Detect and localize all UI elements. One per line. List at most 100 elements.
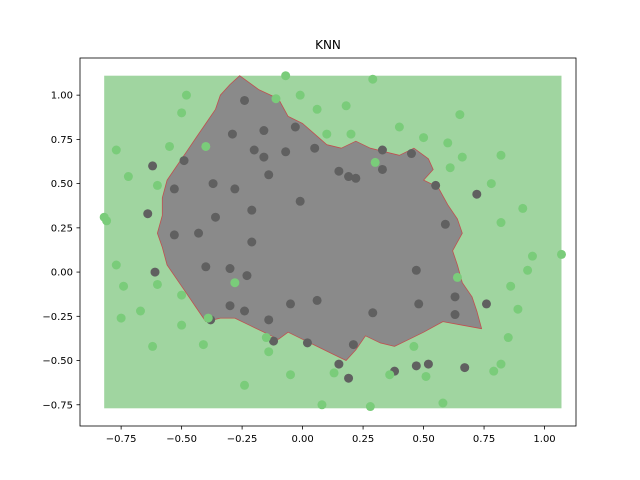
y-tick-label: −0.50 — [42, 356, 73, 367]
scatter-point — [230, 278, 240, 288]
scatter-point — [264, 315, 274, 325]
scatter-point — [406, 149, 416, 159]
scatter-point — [411, 361, 421, 371]
scatter-point — [135, 306, 145, 316]
scatter-point — [414, 299, 424, 309]
scatter-point — [240, 95, 250, 105]
scatter-point — [445, 163, 455, 173]
scatter-point — [496, 218, 506, 228]
scatter-point — [123, 172, 133, 182]
scatter-point — [169, 184, 179, 194]
scatter-point — [264, 347, 274, 357]
scatter-point — [290, 122, 300, 132]
scatter-point — [419, 133, 429, 143]
scatter-point — [285, 299, 295, 309]
scatter-point — [486, 179, 496, 189]
scatter-point — [198, 340, 208, 350]
scatter-point — [210, 212, 220, 222]
scatter-point — [249, 145, 259, 155]
scatter-point — [334, 166, 344, 176]
scatter-point — [317, 400, 327, 410]
scatter-point — [240, 306, 250, 316]
scatter-point — [150, 267, 160, 277]
x-tick-label: 0.50 — [412, 434, 434, 445]
y-tick-label: 0.00 — [51, 268, 73, 279]
scatter-point — [247, 237, 257, 247]
y-tick-label: 1.00 — [51, 91, 73, 102]
scatter-point — [177, 108, 187, 118]
scatter-point — [230, 184, 240, 194]
x-tick-label: −0.75 — [106, 434, 137, 445]
scatter-point — [247, 205, 257, 215]
scatter-point — [259, 126, 269, 136]
scatter-point — [377, 145, 387, 155]
scatter-point — [411, 265, 421, 275]
axes-frame — [79, 57, 577, 427]
x-tick-label: 1.00 — [533, 434, 555, 445]
scatter-point — [111, 260, 121, 270]
scatter-point — [194, 228, 204, 238]
scatter-point — [368, 308, 378, 318]
scatter-point — [452, 272, 462, 282]
chart-title: KNN — [315, 38, 341, 52]
scatter-point — [225, 264, 235, 274]
scatter-point — [506, 281, 516, 291]
scatter-point — [152, 279, 162, 289]
x-tick-label: 0.25 — [352, 434, 374, 445]
scatter-point — [119, 281, 129, 291]
scatter-point — [201, 141, 211, 151]
scatter-point — [177, 290, 187, 300]
scatter-point — [385, 370, 395, 380]
scatter-point — [496, 359, 506, 369]
scatter-point — [181, 90, 191, 100]
scatter-point — [344, 373, 354, 383]
scatter-point — [240, 380, 250, 390]
scatter-point — [295, 196, 305, 206]
scatter-point — [368, 74, 378, 84]
scatter-point — [169, 230, 179, 240]
scatter-point — [450, 310, 460, 320]
scatter-point — [312, 295, 322, 305]
scatter-point — [201, 262, 211, 272]
scatter-point — [409, 341, 419, 351]
scatter-point — [527, 251, 537, 261]
scatter-point — [513, 304, 523, 314]
decision-region-inner — [156, 75, 483, 361]
scatter-point — [242, 271, 252, 281]
scatter-point — [351, 173, 361, 183]
scatter-point — [152, 180, 162, 190]
scatter-point — [102, 216, 112, 226]
scatter-point — [344, 172, 354, 182]
y-tick-label: 0.50 — [51, 179, 73, 190]
y-tick-label: −0.25 — [42, 312, 73, 323]
scatter-point — [208, 179, 218, 189]
scatter-point — [271, 94, 281, 104]
scatter-point — [423, 359, 433, 369]
scatter-point — [503, 333, 513, 343]
scatter-point — [346, 129, 356, 139]
y-tick-label: −0.75 — [42, 400, 73, 411]
scatter-point — [310, 143, 320, 153]
scatter-point — [341, 101, 351, 111]
scatter-point — [431, 180, 441, 190]
scatter-point — [421, 371, 431, 381]
scatter-point — [460, 363, 470, 373]
scatter-point — [518, 203, 528, 213]
scatter-point — [285, 370, 295, 380]
scatter-point — [312, 104, 322, 114]
scatter-point — [455, 110, 465, 120]
y-tick-label: 0.25 — [51, 223, 73, 234]
scatter-point — [225, 301, 235, 311]
scatter-point — [227, 129, 237, 139]
scatter-point — [556, 249, 566, 259]
scatter-point — [116, 313, 126, 323]
scatter-point — [348, 340, 358, 350]
scatter-point — [496, 150, 506, 160]
scatter-point — [438, 398, 448, 408]
scatter-point — [370, 157, 380, 167]
scatter-point — [523, 265, 533, 275]
axes: −0.75 −0.50 −0.25 0.00 0.25 0.50 0.75 1.00 −0.75… — [42, 57, 577, 445]
scatter-point — [481, 299, 491, 309]
scatter-point — [334, 359, 344, 369]
